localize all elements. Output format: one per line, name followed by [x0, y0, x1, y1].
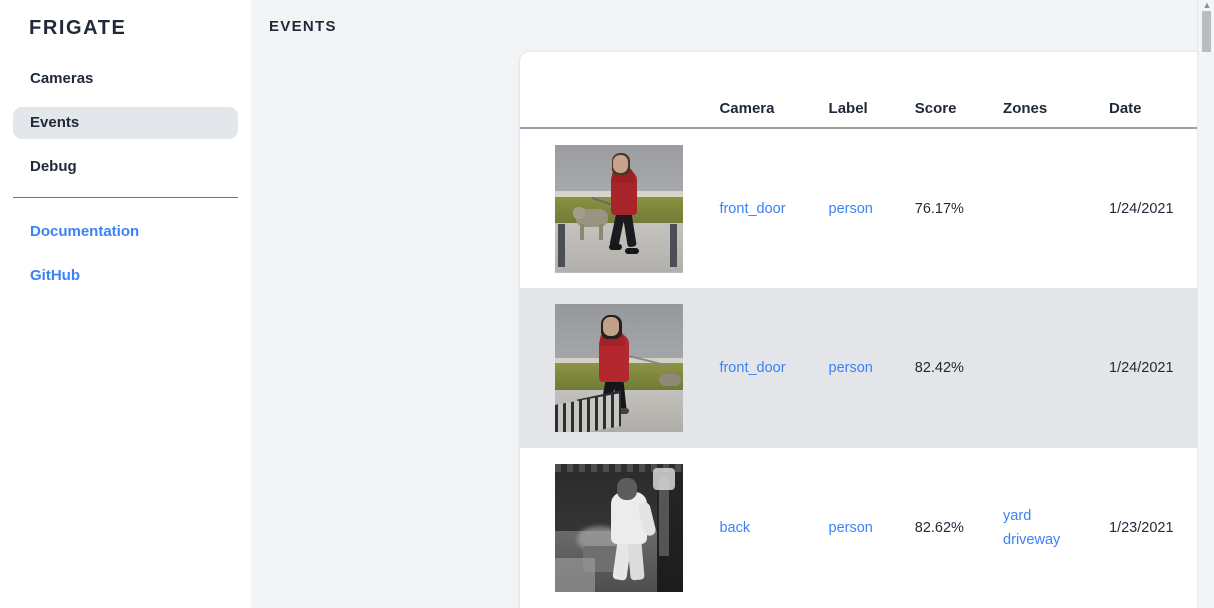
zone-link[interactable]: yard — [1003, 508, 1032, 524]
event-thumbnail-person-red-coat-walking-dog-daytime[interactable] — [554, 144, 683, 273]
row-score-cell: 82.42% — [914, 360, 964, 376]
header-score: Score — [914, 100, 957, 117]
brand-title: FRIGATE — [29, 17, 127, 39]
header-date: Date — [1109, 100, 1142, 117]
table-row[interactable]: front_door person 76.17% 1/24/2021 7:24:… — [520, 128, 1214, 288]
sidebar-external-links: Documentation GitHub — [0, 217, 251, 291]
row-label-cell: person — [829, 128, 915, 288]
row-date-cell: 1/23/2021 — [1109, 520, 1174, 536]
row-camera-cell: back — [719, 448, 828, 608]
thumbnail-wrapper — [538, 450, 720, 606]
row-thumbnail-cell — [538, 128, 720, 288]
label-link[interactable]: person — [828, 520, 873, 536]
row-date-cell: 1/24/2021 — [1109, 200, 1174, 217]
events-table-body: front_door person 76.17% 1/24/2021 7:24:… — [520, 128, 1214, 608]
thumbnail-wrapper — [538, 290, 720, 446]
header-label: Label — [828, 100, 868, 117]
camera-link[interactable]: front_door — [719, 200, 786, 217]
label-link[interactable]: person — [828, 360, 873, 376]
events-table-head: Camera Label Score Zones Date Start End — [520, 52, 1214, 128]
label-link[interactable]: person — [828, 200, 873, 217]
header-camera: Camera — [719, 100, 775, 117]
row-label-cell: person — [829, 288, 915, 448]
sidebar-divider — [13, 197, 238, 198]
row-spacer — [520, 128, 538, 288]
zone-link[interactable]: driveway — [1003, 532, 1061, 548]
scroll-up-arrow-icon[interactable]: ▲ — [1202, 0, 1212, 10]
event-thumbnail-person-red-coat-with-leash-daytime[interactable] — [554, 304, 683, 432]
row-date-cell: 1/24/2021 — [1109, 360, 1174, 376]
sidebar-item-debug[interactable]: Debug — [30, 158, 77, 175]
table-row[interactable]: front_door person 82.42% 1/24/2021 7:19:… — [520, 288, 1214, 448]
table-header-row: Camera Label Score Zones Date Start End — [520, 52, 1214, 128]
row-camera-cell: front_door — [719, 128, 828, 288]
scrollbar-thumb[interactable] — [1202, 11, 1211, 52]
sidebar: FRIGATE Cameras Events Debug Documentati… — [0, 0, 251, 608]
thumbnail-wrapper — [538, 131, 720, 287]
page-title: EVENTS — [269, 18, 337, 35]
event-thumbnail-person-infrared-night-vision[interactable] — [554, 464, 683, 592]
header-thumbnail — [538, 52, 720, 128]
page-scrollbar[interactable]: ▲ — [1197, 0, 1214, 608]
header-zones: Zones — [1003, 100, 1048, 117]
events-card: Camera Label Score Zones Date Start End — [520, 52, 1214, 608]
row-score-cell: 76.17% — [914, 200, 964, 217]
sidebar-item-events[interactable]: Events — [13, 107, 238, 139]
row-thumbnail-cell — [538, 288, 720, 448]
header-spacer — [520, 52, 538, 128]
row-zones-cell: yard driveway — [1003, 448, 1109, 608]
table-row[interactable]: back person 82.62% yard driveway 1/23/20… — [520, 448, 1214, 608]
row-label-cell: person — [829, 448, 915, 608]
row-thumbnail-cell — [538, 448, 720, 608]
row-spacer — [520, 288, 538, 448]
sidebar-link-github[interactable]: GitHub — [30, 267, 80, 284]
camera-link[interactable]: front_door — [719, 360, 786, 376]
row-zones-cell — [1003, 288, 1109, 448]
row-camera-cell: front_door — [719, 288, 828, 448]
sidebar-nav: Cameras Events Debug — [0, 63, 251, 198]
row-score-cell: 82.62% — [914, 520, 964, 536]
row-spacer — [520, 448, 538, 608]
main-content: EVENTS Camera Label Score Zones Date — [251, 0, 1214, 608]
sidebar-link-documentation[interactable]: Documentation — [30, 223, 140, 240]
row-zones-cell — [1003, 128, 1109, 288]
events-table: Camera Label Score Zones Date Start End — [520, 52, 1214, 608]
camera-link[interactable]: back — [719, 520, 751, 536]
sidebar-item-cameras[interactable]: Cameras — [30, 70, 94, 87]
